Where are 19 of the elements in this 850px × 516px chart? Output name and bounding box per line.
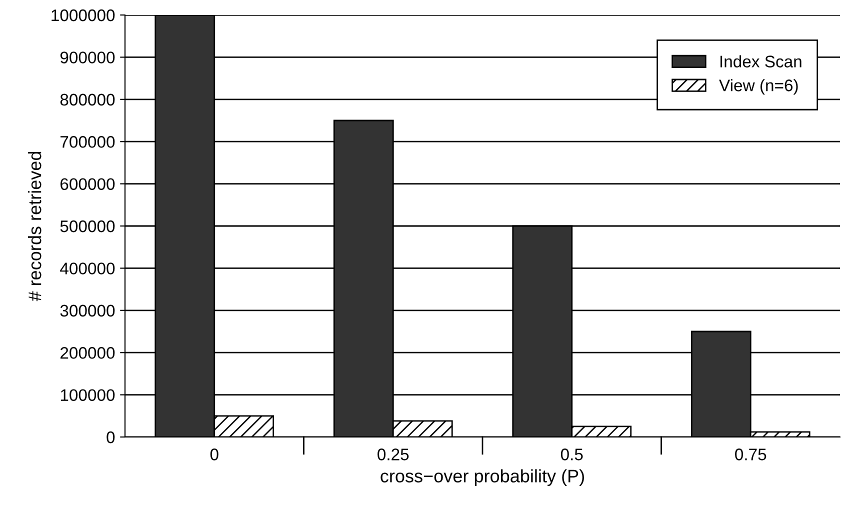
- legend-label: View (n=6): [719, 79, 798, 95]
- x-tick-label: 0.5: [560, 448, 583, 460]
- y-tick-label: 800000: [60, 94, 115, 106]
- y-axis-title: # records retrieved: [28, 152, 42, 302]
- y-tick-label: 400000: [60, 262, 115, 274]
- y-tick-label: 100000: [60, 389, 115, 402]
- legend-label: Index Scan: [720, 55, 802, 68]
- y-tick-label: 900000: [60, 52, 115, 64]
- y-tick-label: 1000000: [52, 9, 115, 22]
- y-tick-label: 700000: [60, 136, 115, 148]
- x-tick-label: 0.75: [735, 448, 766, 460]
- y-tick-label: 300000: [60, 304, 115, 317]
- x-axis-title: cross−over probability (P): [380, 469, 584, 486]
- x-tick-label: 0: [210, 448, 218, 460]
- y-tick-label: 200000: [60, 347, 115, 359]
- y-tick-label: 600000: [60, 178, 115, 190]
- x-tick-label: 0.25: [378, 448, 409, 460]
- y-tick-label: 0: [106, 431, 115, 444]
- y-tick-label: 500000: [60, 220, 115, 232]
